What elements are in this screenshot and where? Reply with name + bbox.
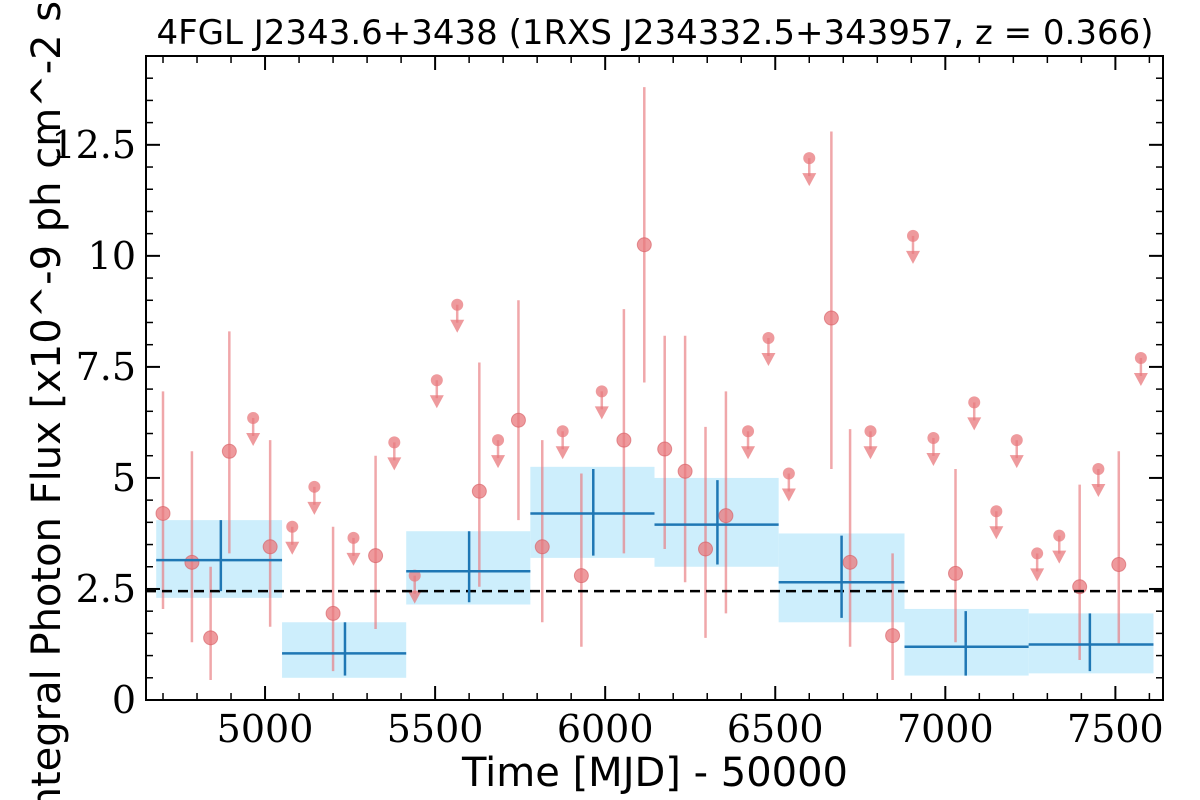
upper-limit-arrow <box>761 353 776 367</box>
upper-limit-arrow <box>429 395 444 409</box>
detection-point <box>203 630 219 646</box>
upper-limit-point <box>408 569 421 582</box>
upper-limit-point <box>1010 434 1023 447</box>
upper-limit-arrow <box>863 446 878 460</box>
detection-point <box>573 568 589 584</box>
detection-point <box>155 505 171 521</box>
x-axis-label: Time [MJD] - 50000 <box>461 750 848 796</box>
upper-limit-arrow <box>741 446 756 460</box>
detection-point <box>636 237 652 253</box>
upper-limit-arrow <box>491 455 506 469</box>
detection-point <box>823 310 839 326</box>
upper-limit-point <box>1053 529 1066 542</box>
upper-limit-arrow <box>1091 484 1106 498</box>
upper-limit-point <box>1092 463 1105 476</box>
plot-area: 5000 5500 6000 6500 7000 7500 0 2.5 5 7.5 10 12.5 <box>51 55 1164 751</box>
upper-limit-arrow <box>1030 568 1045 582</box>
y-tick-label: 7.5 <box>76 345 136 389</box>
upper-limit-arrow <box>594 406 609 420</box>
x-tick-label: 7500 <box>1067 707 1164 751</box>
upper-limit-arrow <box>989 526 1004 540</box>
upper-limit-arrow <box>450 319 465 333</box>
upper-limit-arrow <box>906 250 921 264</box>
detection-point <box>616 432 632 448</box>
chart-title: 4FGL J2343.6+3438 (1RXS J234332.5+343957… <box>156 13 1153 53</box>
detection-point <box>325 605 341 621</box>
upper-limit-arrow <box>967 417 982 431</box>
upper-limit-arrow <box>407 590 422 604</box>
upper-limit-arrow <box>781 488 796 502</box>
upper-limit-point <box>968 396 981 409</box>
upper-limit-arrow <box>1009 455 1024 469</box>
detection-point <box>885 628 901 644</box>
y-axis-label: Integral Photon Flux [x10^-9 ph cm^-2 s^… <box>24 0 70 800</box>
x-tick-label: 6500 <box>727 707 824 751</box>
upper-limit-point <box>907 229 920 242</box>
x-tick-label: 6000 <box>557 707 654 751</box>
upper-limit-point <box>1134 352 1147 365</box>
upper-limit-arrow <box>307 501 322 515</box>
upper-limit-point <box>430 374 443 387</box>
y-tick-label: 0 <box>112 678 136 722</box>
x-tick-label: 7000 <box>897 707 994 751</box>
upper-limit-point <box>247 411 260 424</box>
upper-limit-point <box>451 298 464 311</box>
upper-limit-arrow <box>387 457 402 471</box>
upper-limit-point <box>556 425 569 438</box>
upper-limit-arrow <box>1133 373 1148 387</box>
detection-point <box>184 554 200 570</box>
y-tick-label: 10 <box>88 234 136 278</box>
upper-limit-arrow <box>1052 550 1067 564</box>
upper-limit-point <box>492 434 505 447</box>
upper-limit-point <box>347 531 360 544</box>
detection-point <box>842 554 858 570</box>
detection-point <box>718 508 734 524</box>
upper-limit-arrow <box>555 446 570 460</box>
upper-limit-arrow <box>246 432 261 446</box>
upper-limit-point <box>864 425 877 438</box>
y-tick-label: 5 <box>112 456 136 500</box>
upper-limit-point <box>927 431 940 444</box>
detection-point <box>471 483 487 499</box>
detection-point <box>262 539 278 555</box>
detection-point <box>368 548 384 564</box>
detection-point <box>677 463 693 479</box>
detection-point <box>221 443 237 459</box>
upper-limit-point <box>388 436 401 449</box>
x-tick-label: 5500 <box>387 707 484 751</box>
upper-limit-point <box>1031 547 1044 560</box>
upper-limit-arrow <box>802 173 817 187</box>
detection-point <box>698 541 714 557</box>
detection-point <box>657 441 673 457</box>
upper-limit-arrow <box>285 541 300 555</box>
x-tick-label: 5000 <box>217 707 314 751</box>
upper-limit-point <box>595 385 608 398</box>
upper-limit-point <box>782 467 795 480</box>
detection-point <box>534 539 550 555</box>
upper-limit-arrow <box>926 452 941 466</box>
upper-limit-point <box>990 505 1003 518</box>
upper-limit-arrow <box>346 552 361 566</box>
detection-point <box>948 565 964 581</box>
upper-limit-point <box>803 152 816 165</box>
y-tick-label: 2.5 <box>76 567 136 611</box>
plot-frame <box>145 55 1164 701</box>
upper-limit-point <box>308 480 321 493</box>
detection-point <box>1111 557 1127 573</box>
detection-point <box>510 412 526 428</box>
upper-limit-point <box>762 332 775 345</box>
upper-limit-point <box>742 425 755 438</box>
upper-limit-point <box>286 520 299 533</box>
y-tick-label: 12.5 <box>51 123 136 167</box>
